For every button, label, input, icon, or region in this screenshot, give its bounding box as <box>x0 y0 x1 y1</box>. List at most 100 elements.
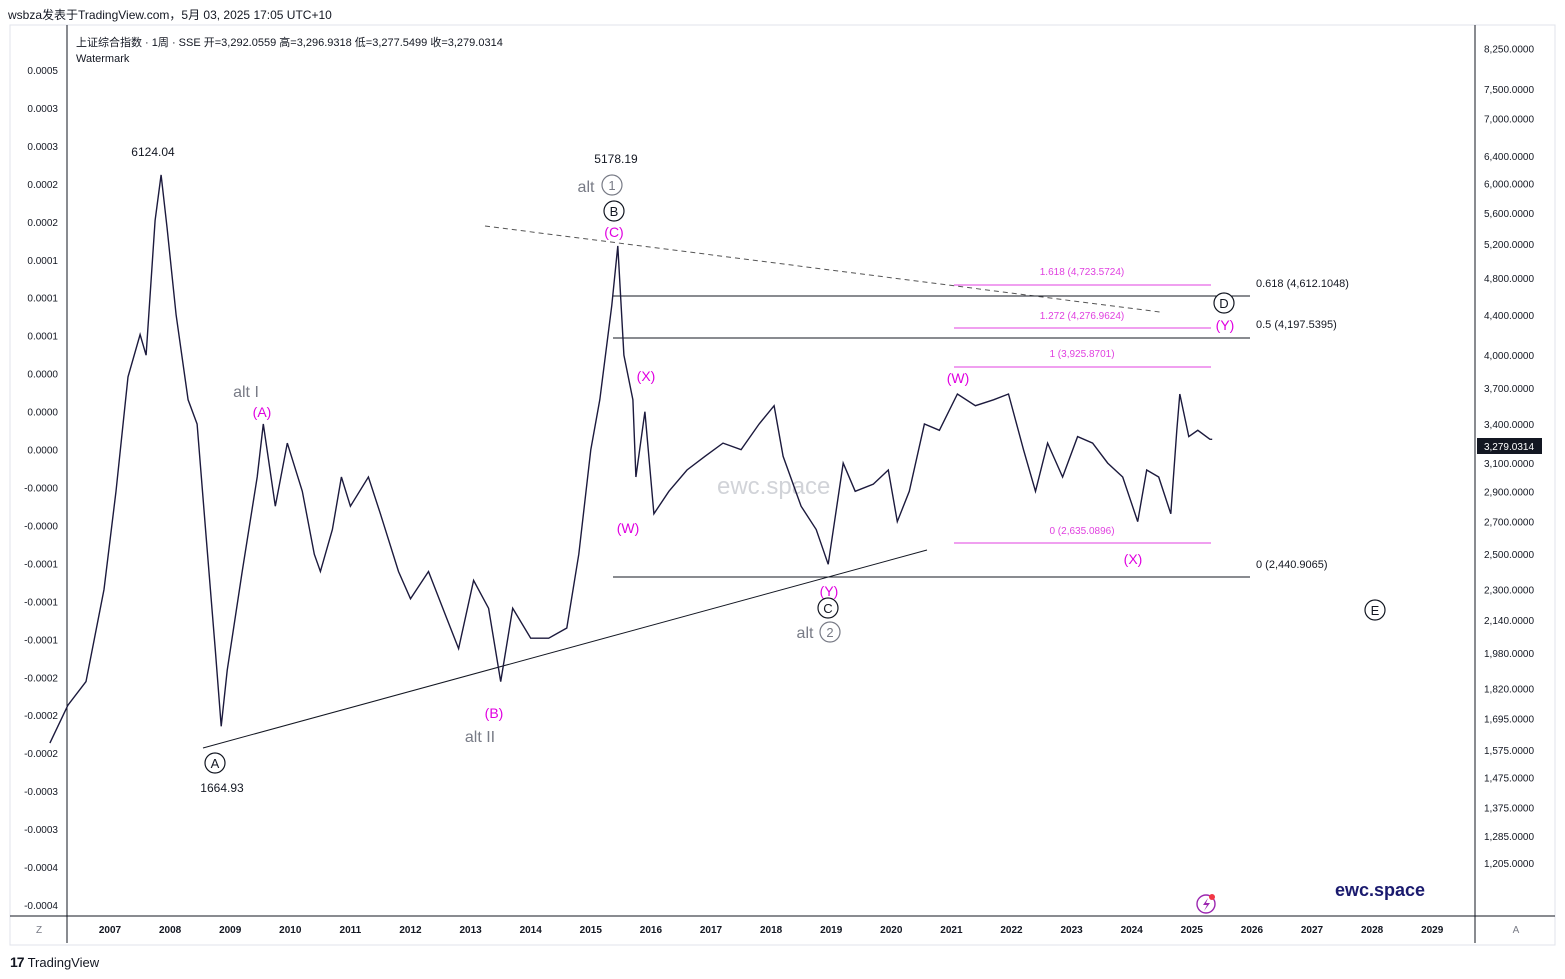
right-axis-tick-label: 2,300.0000 <box>1484 586 1534 597</box>
time-axis-tick-label: 2012 <box>399 925 422 936</box>
time-axis-tick-label: 2021 <box>940 925 963 936</box>
time-axis-tick-label: 2007 <box>99 925 122 936</box>
left-axis-tick-label: -0.0000 <box>24 484 58 495</box>
scale-mode-button-left[interactable]: Z <box>35 925 43 936</box>
right-price-axis[interactable]: 8,250.0000 7,500.0000 7,000.0000 6,400.0000… <box>1484 45 1534 870</box>
time-axis-tick-label: 2010 <box>279 925 302 936</box>
wave-label-X2: (X) <box>1124 551 1143 567</box>
fib-ext-1272-label: 1.272 (4,276.9624) <box>1040 311 1125 322</box>
left-axis-tick-label: -0.0003 <box>24 825 58 836</box>
alert-dot-icon <box>1209 894 1215 900</box>
right-axis-tick-label: 7,500.0000 <box>1484 85 1534 96</box>
wave-label-Y2: (Y) <box>1216 317 1235 333</box>
wave-circle-C-text: C <box>823 601 832 616</box>
right-axis-tick-label: 3,700.0000 <box>1484 384 1534 395</box>
time-axis-tick-label: 2016 <box>640 925 663 936</box>
left-axis-tick-label: -0.0000 <box>24 522 58 533</box>
price-series[interactable] <box>49 174 1213 744</box>
fib-ext-0-label: 0 (2,635.0896) <box>1049 526 1114 537</box>
time-axis-tick-label: 2019 <box>820 925 843 936</box>
left-axis-tick-label: -0.0004 <box>24 901 58 912</box>
right-axis-tick-label: 1,575.0000 <box>1484 746 1534 757</box>
wave-circle-A-text: A <box>211 756 220 771</box>
wave-label-W1: (W) <box>617 520 640 536</box>
right-axis-tick-label: 2,700.0000 <box>1484 518 1534 529</box>
brand-label: ewc.space <box>1335 880 1425 900</box>
alt-1-label: alt <box>578 179 595 196</box>
left-axis-tick-label: 0.0005 <box>27 66 58 77</box>
left-axis-tick-label: 0.0001 <box>27 256 58 267</box>
price-label-high-2007: 6124.04 <box>131 145 175 159</box>
time-axis-tick-label: 2013 <box>459 925 482 936</box>
alt-II-label: alt II <box>465 729 495 746</box>
wave-circle-B <box>603 200 625 222</box>
footer-brand: 17 TradingView <box>10 952 99 972</box>
tradingview-brand-text: TradingView <box>27 954 100 970</box>
right-axis-tick-label: 2,140.0000 <box>1484 616 1534 627</box>
right-axis-tick-label: 3,100.0000 <box>1484 459 1534 470</box>
wave-circle-D-text: D <box>1219 296 1228 311</box>
chart-frame <box>9 24 1556 946</box>
right-axis-tick-label: 1,375.0000 <box>1484 803 1534 814</box>
time-axis-tick-label: 2026 <box>1241 925 1264 936</box>
fib-label-0: 0 (2,440.9065) <box>1256 559 1328 571</box>
right-axis-tick-label: 4,400.0000 <box>1484 311 1534 322</box>
time-axis-tick-label: 2014 <box>520 925 543 936</box>
right-axis-tick-label: 1,980.0000 <box>1484 649 1534 660</box>
left-axis-tick-label: 0.0003 <box>27 104 58 115</box>
alt-2-label: alt <box>797 625 814 642</box>
upper-trendline-dashed[interactable] <box>484 225 1161 313</box>
fib-label-05: 0.5 (4,197.5395) <box>1256 319 1337 331</box>
alt-2-number: 2 <box>826 625 833 640</box>
price-label-low-2008: 1664.93 <box>200 781 244 795</box>
left-axis-tick-label: -0.0002 <box>24 711 58 722</box>
left-axis-tick-label: 0.0003 <box>27 142 58 153</box>
time-axis-tick-label: 2018 <box>760 925 783 936</box>
alt-1-number: 1 <box>608 178 615 193</box>
current-price-label: 3,279.0314 <box>1484 442 1534 453</box>
left-axis-tick-label: 0.0000 <box>27 408 58 419</box>
time-axis[interactable]: 2007 2008 2009 2010 2011 2012 2013 2014 2015 2016… <box>99 925 1444 936</box>
wave-circle-A <box>204 752 226 774</box>
lower-trendline[interactable] <box>202 549 928 749</box>
wave-label-C: (C) <box>604 224 623 240</box>
time-axis-tick-label: 2017 <box>700 925 723 936</box>
auto-scale-button[interactable]: A <box>1512 925 1520 936</box>
alt-I-label: alt I <box>233 384 259 401</box>
lightning-bolt-icon <box>1203 898 1210 911</box>
right-axis-tick-label: 1,475.0000 <box>1484 774 1534 785</box>
right-axis-tick-label: 3,400.0000 <box>1484 420 1534 431</box>
left-axis-tick-label: 0.0001 <box>27 332 58 343</box>
wave-label-B: (B) <box>485 705 504 721</box>
left-axis-tick-label: 0.0000 <box>27 446 58 457</box>
left-axis-tick-label: -0.0001 <box>24 635 58 646</box>
time-axis-tick-label: 2011 <box>340 925 362 936</box>
left-axis-tick-label: 0.0001 <box>27 294 58 305</box>
time-axis-tick-label: 2009 <box>219 925 242 936</box>
fib-ext-1-label: 1 (3,925.8701) <box>1049 349 1114 360</box>
left-axis-tick-label: -0.0003 <box>24 787 58 798</box>
right-axis-tick-label: 5,200.0000 <box>1484 240 1534 251</box>
fib-label-0618: 0.618 (4,612.1048) <box>1256 278 1349 290</box>
right-axis-tick-label: 7,000.0000 <box>1484 114 1534 125</box>
left-axis-tick-label: 0.0002 <box>27 218 58 229</box>
publisher-line: wsbza发表于TradingView.com，5月 03, 2025 17:0… <box>8 8 332 22</box>
time-axis-tick-label: 2015 <box>580 925 603 936</box>
right-axis-tick-label: 1,205.0000 <box>1484 859 1534 870</box>
right-axis-tick-label: 6,400.0000 <box>1484 152 1534 163</box>
left-price-axis[interactable]: 0.0005 0.0003 0.0003 0.0002 0.0002 0.0001 0.00… <box>24 66 58 912</box>
wave-label-A: (A) <box>253 404 272 420</box>
right-axis-tick-label: 6,000.0000 <box>1484 180 1534 191</box>
left-axis-tick-label: -0.0001 <box>24 597 58 608</box>
right-axis-tick-label: 1,695.0000 <box>1484 715 1534 726</box>
wave-circle-E <box>1364 599 1386 621</box>
watermark-text: ewc.space <box>717 473 830 500</box>
wave-label-Y1: (Y) <box>820 583 839 599</box>
right-axis-tick-label: 1,820.0000 <box>1484 685 1534 696</box>
tradingview-logo-icon: 17 <box>10 954 25 970</box>
time-axis-tick-label: 2024 <box>1121 925 1144 936</box>
time-axis-tick-label: 2028 <box>1361 925 1384 936</box>
right-axis-tick-label: 4,800.0000 <box>1484 274 1534 285</box>
right-axis-tick-label: 5,600.0000 <box>1484 209 1534 220</box>
